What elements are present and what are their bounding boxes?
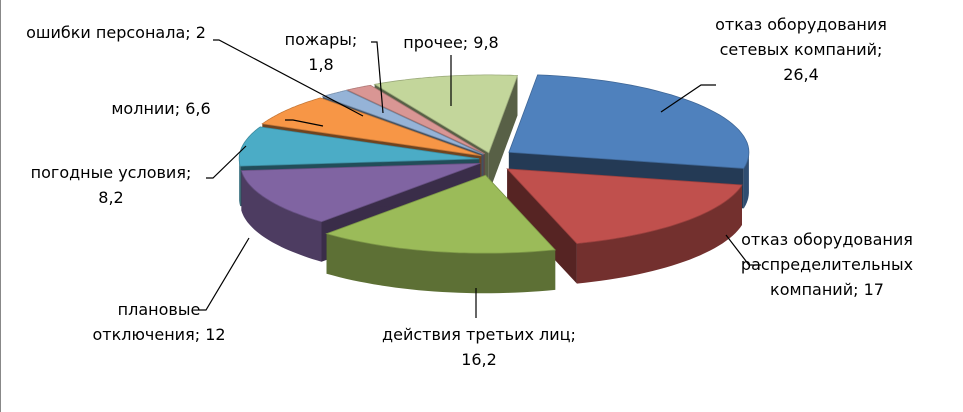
data-label: действия третьих лиц; 16,2: [379, 322, 579, 372]
value-label: 26,4: [783, 65, 819, 84]
data-label: отказ оборудования сетевых компаний; 26,…: [711, 12, 891, 87]
slice: [240, 162, 481, 223]
slice: [373, 74, 519, 154]
value-label: 17: [863, 280, 884, 299]
data-label: прочее; 9,8: [401, 30, 501, 55]
data-label: плановые отключения; 12: [79, 297, 239, 347]
data-label: отказ оборудования распределительных ком…: [732, 227, 922, 302]
slice-wall: [507, 168, 577, 284]
leader-line: [206, 145, 247, 179]
category-label: действия третьих лиц;: [382, 325, 576, 344]
slice-side: [241, 170, 322, 262]
slice-side: [576, 185, 742, 284]
slice: [261, 97, 482, 157]
data-label: молнии; 6,6: [91, 96, 231, 121]
slice-wall: [488, 75, 518, 193]
slice-side: [326, 233, 556, 294]
category-label: отказ оборудования сетевых компаний;: [715, 15, 887, 59]
leader-line: [285, 119, 324, 127]
slice: [325, 174, 557, 254]
data-label: погодные условия; 8,2: [16, 160, 206, 210]
category-label: погодные условия;: [30, 163, 192, 182]
category-label: пожары;: [284, 30, 358, 49]
value-label: 8,2: [98, 188, 124, 207]
leader-line: [199, 237, 250, 311]
slice: [506, 168, 743, 245]
slice: [321, 89, 484, 155]
slice-side: [239, 158, 241, 207]
category-label: отказ оборудования распределительных ком…: [740, 230, 914, 299]
data-label: ошибки персонала; 2: [21, 20, 211, 45]
leader-line: [660, 84, 716, 113]
data-label: пожары; 1,8: [271, 27, 371, 77]
value-label: 6,6: [185, 99, 211, 118]
value-label: 16,2: [461, 350, 497, 369]
value-label: 2: [195, 23, 206, 42]
value-label: 12: [205, 325, 226, 344]
value-label: 1,8: [308, 55, 334, 74]
slice: [508, 74, 750, 169]
category-label: молнии;: [111, 99, 181, 118]
slice-sides: [238, 74, 750, 294]
category-label: плановые отключения;: [92, 300, 201, 344]
category-label: ошибки персонала;: [26, 23, 191, 42]
leader-lines: [199, 39, 761, 318]
category-label: прочее;: [403, 33, 469, 52]
leader-line: [213, 39, 364, 117]
value-label: 9,8: [473, 33, 499, 52]
leader-line: [371, 41, 384, 114]
slice: [238, 126, 480, 167]
leader-line: [725, 234, 761, 266]
